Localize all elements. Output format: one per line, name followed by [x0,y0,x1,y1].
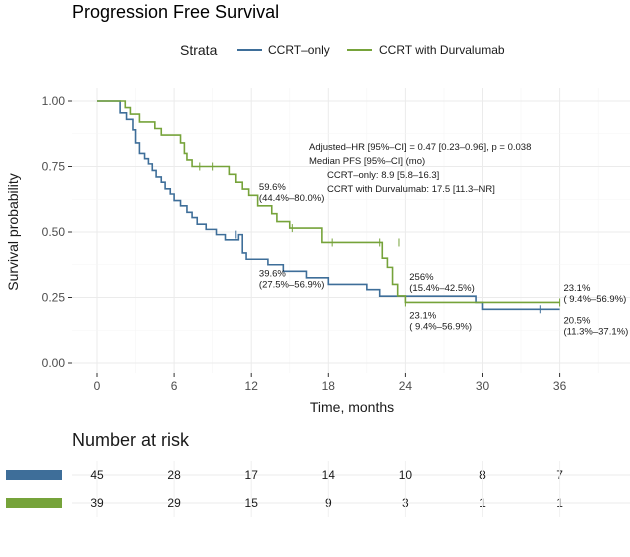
stats-median-header: Median PFS [95%–CI] (mo) [309,156,425,167]
survival-label-line: (44.4%–80.0%) [259,193,324,204]
x-tick-label: 24 [399,379,413,393]
x-tick-label: 6 [171,379,178,393]
survival-label-line: ( 9.4%–56.9%) [409,321,472,332]
risk-row-swatch [6,498,62,508]
x-tick-label: 30 [476,379,490,393]
risk-table-title: Number at risk [72,430,190,450]
plot-series [97,100,561,314]
survival-label: 23.1%( 9.4%–56.9%) [409,310,472,332]
x-tick-label: 18 [322,379,336,393]
y-tick-label: 0.50 [42,225,66,239]
legend-label-durvalumab: CCRT with Durvalumab [379,43,505,57]
survival-label-line: 59.6% [259,182,286,193]
km-curve-durvalumab [97,100,560,304]
x-axis-title: Time, months [310,399,394,415]
legend: Strata CCRT–only CCRT with Durvalumab [180,42,505,58]
km-curve-ccrt-only [97,100,560,311]
survival-label-line: ( 9.4%–56.9%) [563,294,626,305]
y-axis-title: Survival probability [5,173,21,291]
risk-table: 4528171410873929159311 [6,461,630,517]
y-axis: 0.00 0.25 0.50 0.75 1.00 [42,94,72,370]
stats-median-ccrt-only: CCRT–only: 8.9 [5.8–16.3] [327,170,439,181]
legend-label-ccrt-only: CCRT–only [268,43,330,57]
survival-label-line: 23.1% [409,310,436,321]
x-tick-label: 0 [94,379,101,393]
x-tick-label: 36 [553,379,567,393]
chart-title: Progression Free Survival [72,2,279,22]
y-tick-label: 1.00 [42,94,66,108]
survival-label-line: (15.4%–42.5%) [409,283,474,294]
survival-label-line: 23.1% [563,283,590,294]
survival-label-line: (27.5%–56.9%) [259,280,324,291]
stats-median-durvalumab: CCRT with Durvalumab: 17.5 [11.3–NR] [327,184,495,195]
survival-label-line: 256% [409,272,434,283]
plot-grid [72,88,630,373]
survival-point-labels: 59.6%(44.4%–80.0%) 39.6%(27.5%–56.9%) 256%… [259,182,628,338]
survival-label-line: 20.5% [563,316,590,327]
survival-label: 256%(15.4%–42.5%) [409,272,474,294]
survival-label: 20.5%(11.3%–37.1%) [563,316,628,338]
survival-label-line: (11.3%–37.1%) [563,327,628,338]
legend-title: Strata [180,42,218,58]
y-tick-label: 0.75 [42,160,66,174]
risk-row-swatch [6,470,62,480]
survival-label-line: 39.6% [259,269,286,280]
x-axis: 0 6 12 18 24 30 36 [94,373,567,393]
x-tick-label: 12 [245,379,259,393]
stats-annotation: Adjusted–HR [95%–CI] = 0.47 [0.23–0.96],… [309,142,531,195]
y-tick-label: 0.00 [42,356,66,370]
survival-label: 23.1%( 9.4%–56.9%) [563,283,626,305]
survival-label: 39.6%(27.5%–56.9%) [259,269,324,291]
stats-hr-line: Adjusted–HR [95%–CI] = 0.47 [0.23–0.96],… [309,142,531,153]
y-tick-label: 0.25 [42,291,66,305]
survival-label: 59.6%(44.4%–80.0%) [259,182,324,204]
